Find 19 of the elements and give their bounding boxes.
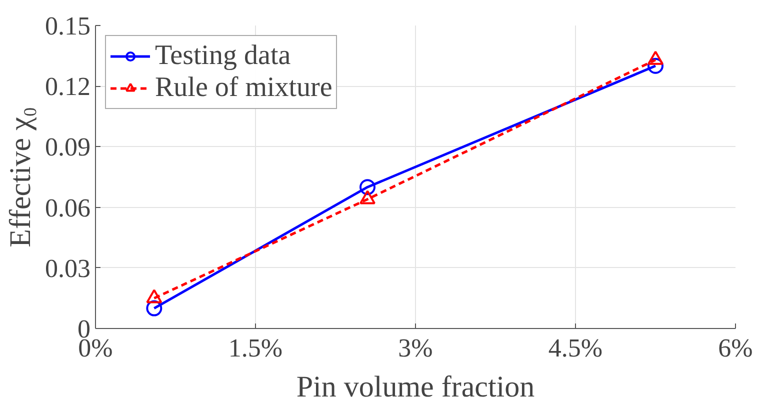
- y-tick-label: 0.09: [45, 132, 90, 162]
- x-axis-title: Pin volume fraction: [296, 370, 535, 404]
- point: [648, 58, 664, 74]
- legend-label: Rule of mixture: [155, 72, 332, 104]
- point: [360, 179, 376, 196]
- x-tick-label: 4.5%: [548, 334, 603, 362]
- x-tick-label: 3%: [398, 334, 433, 362]
- x-tick-label: 6%: [718, 334, 753, 362]
- legend-label: Testing data: [155, 40, 291, 72]
- point: [360, 190, 376, 204]
- point: [648, 50, 664, 65]
- y-tick-label: 0.06: [45, 193, 90, 222]
- x-tick-label: 1.5%: [228, 334, 283, 362]
- y-axis-title: Effective χ₀: [4, 106, 37, 248]
- y-tick-label: 0.03: [45, 254, 90, 283]
- y-tick-label: 0.12: [45, 72, 90, 102]
- y-tick-label: 0.15: [45, 12, 90, 40]
- point: [146, 300, 162, 316]
- point: [146, 289, 162, 304]
